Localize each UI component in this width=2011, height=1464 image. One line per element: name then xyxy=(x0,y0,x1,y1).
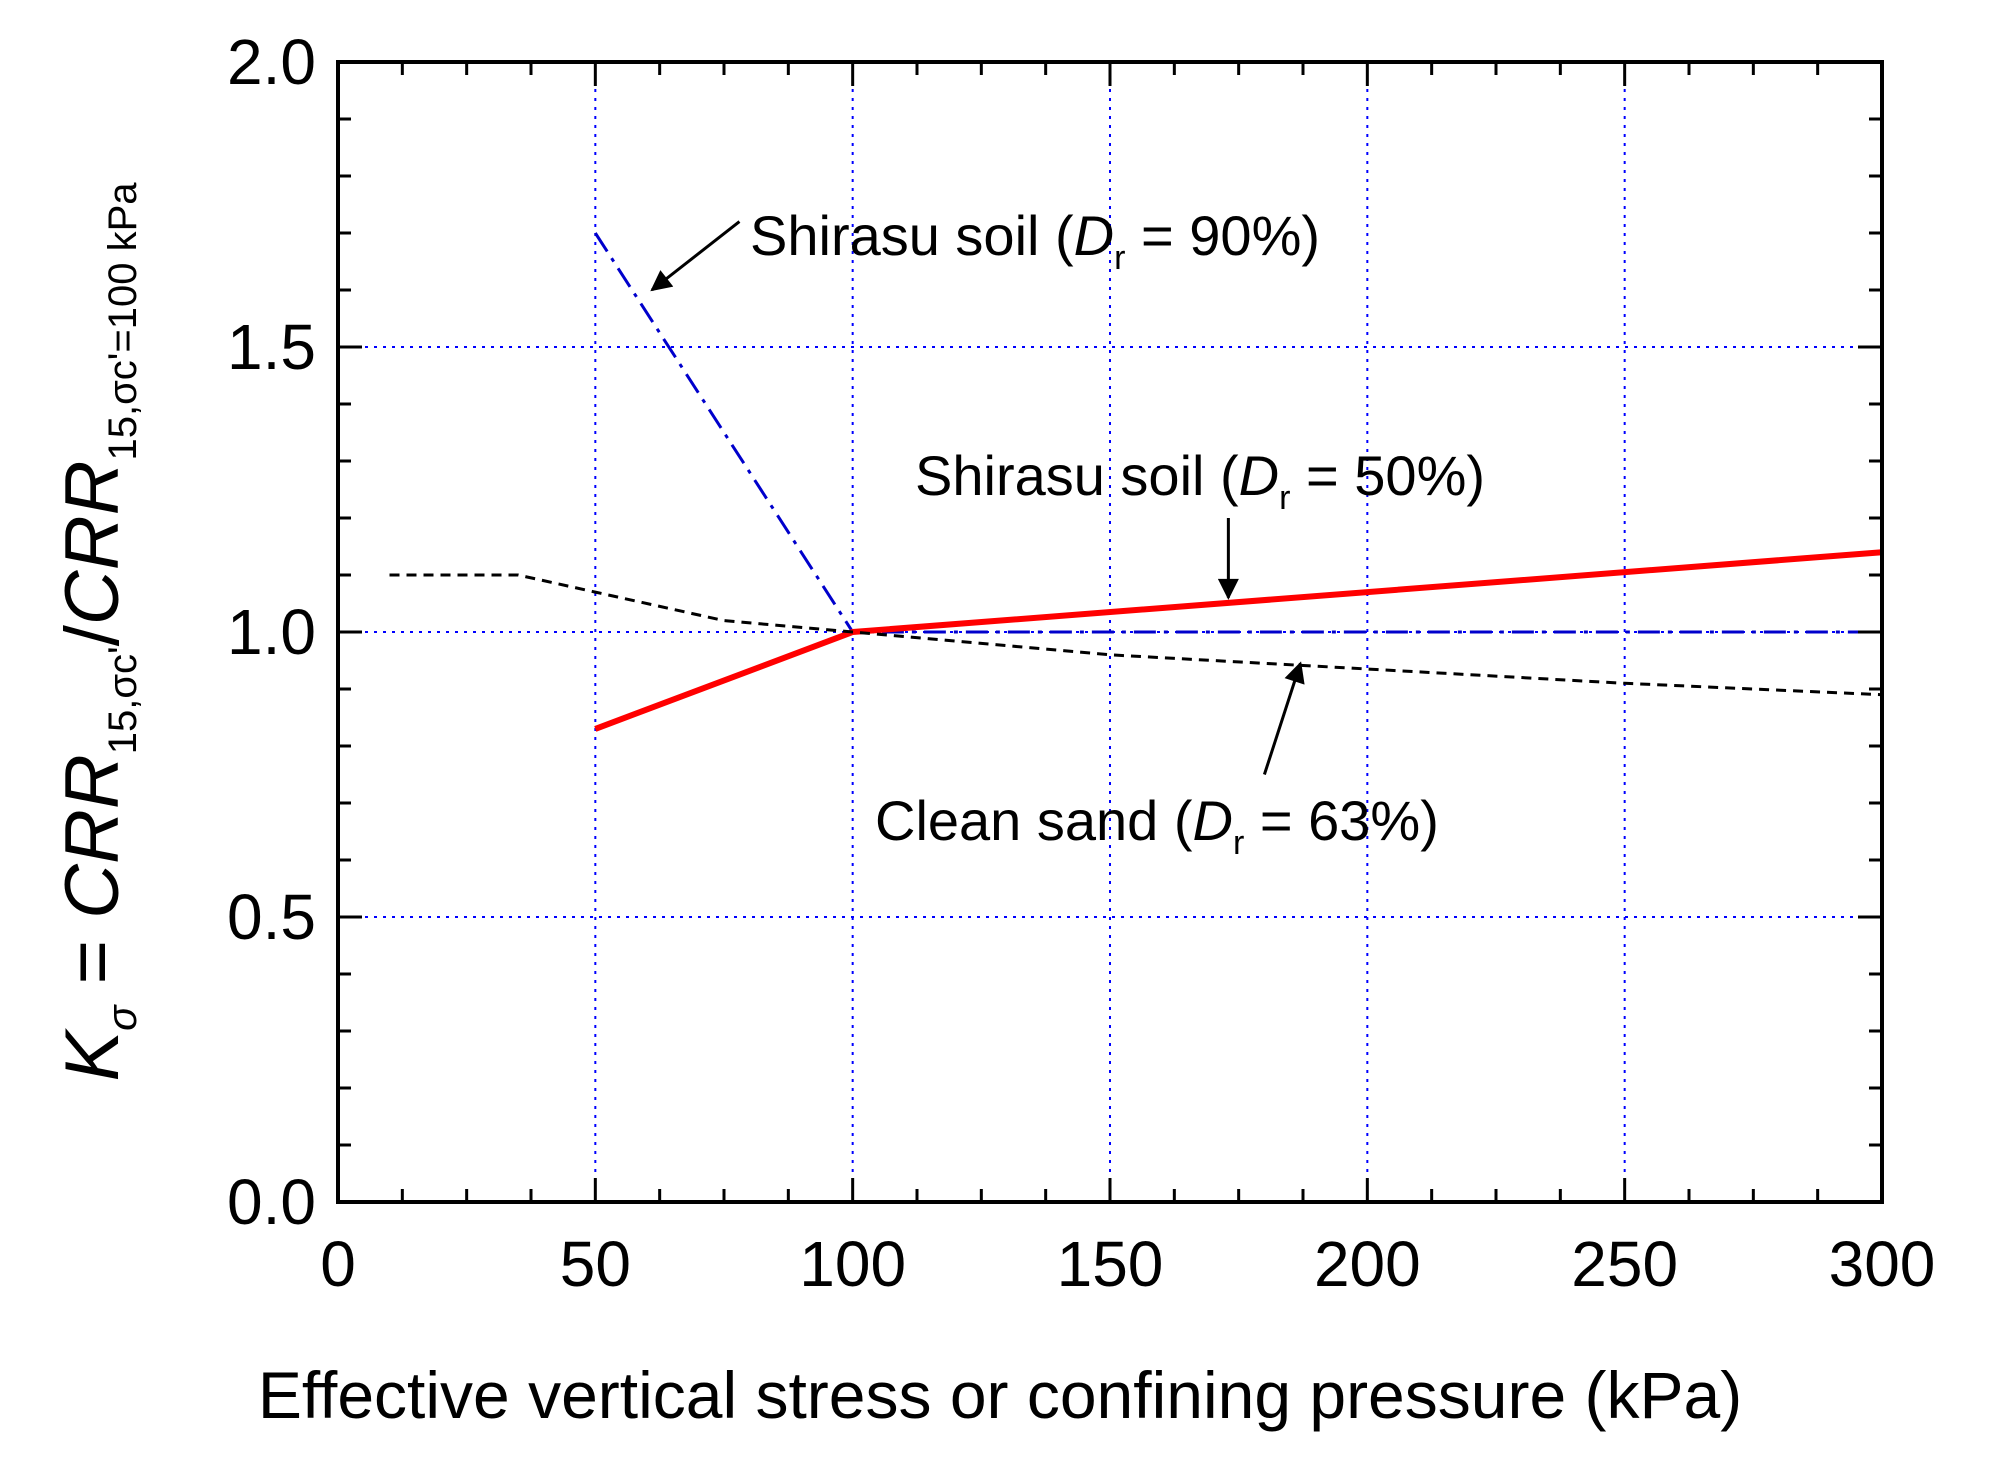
y-tick-label: 0.5 xyxy=(227,881,316,953)
x-tick-label: 150 xyxy=(1057,1228,1164,1300)
y-tick-label: 2.0 xyxy=(227,26,316,98)
x-tick-label: 250 xyxy=(1571,1228,1678,1300)
x-tick-label: 300 xyxy=(1829,1228,1936,1300)
x-tick-label: 100 xyxy=(799,1228,906,1300)
axis-tick-labels: 0 50 100 150 200 250 300 0.0 0.5 1.0 1.5 2.0 xyxy=(227,26,1935,1300)
x-axis-label: Effective vertical stress or confining p… xyxy=(258,1358,1742,1432)
series-line-shirasu-soil-dr-50 xyxy=(594,549,1883,732)
y-tick-label: 0.0 xyxy=(227,1166,316,1238)
annotations: Shirasu soil (Dr = 90%) Shirasu soil (Dr… xyxy=(650,204,1485,862)
x-tick-label: 200 xyxy=(1314,1228,1421,1300)
annotation-shirasu-dr50: Shirasu soil (Dr = 50%) xyxy=(915,444,1485,517)
series-line-shirasu-soil-dr-90 xyxy=(594,232,1882,634)
y-tick-label: 1.5 xyxy=(227,311,316,383)
annotation-arrow-dr63 xyxy=(1262,661,1305,775)
annotation-arrow-dr90 xyxy=(650,220,741,292)
y-tick-label: 1.0 xyxy=(227,596,316,668)
series-lines xyxy=(389,232,1883,732)
series-line-clean-sand-dr-63 xyxy=(389,573,1883,697)
annotation-clean-sand-dr63: Clean sand (Dr = 63%) xyxy=(875,789,1439,862)
axis-ticks xyxy=(336,60,1884,1204)
annotation-shirasu-dr90: Shirasu soil (Dr = 90%) xyxy=(750,204,1320,277)
y-axis-label: Kσ = CRR15,σc'/CRR15,σc'=100 kPa xyxy=(50,182,145,1082)
x-tick-label: 0 xyxy=(320,1228,356,1300)
x-tick-label: 50 xyxy=(560,1228,631,1300)
